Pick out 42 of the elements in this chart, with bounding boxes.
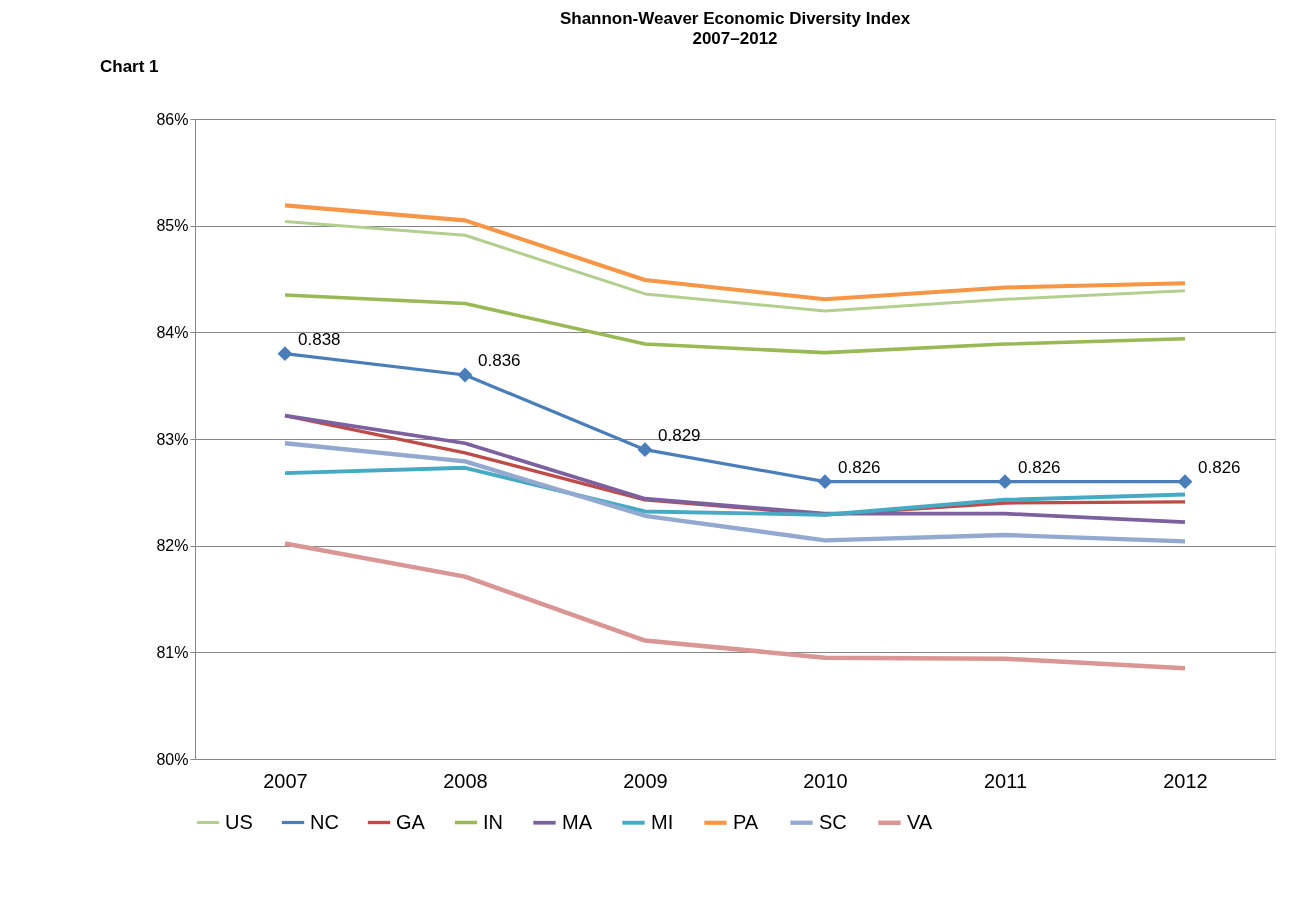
data-label: 0.836 — [478, 351, 521, 370]
y-tick-label: 85% — [156, 217, 189, 235]
point — [997, 474, 1013, 490]
data-label: 0.829 — [658, 425, 701, 445]
chart-title: Shannon-Weaver Economic Diversity Index — [559, 9, 911, 28]
x-tick-label: 2011 — [983, 769, 1028, 792]
legend-label: US — [225, 810, 253, 833]
data-label: 0.838 — [298, 329, 341, 349]
line-series — [283, 219, 1187, 313]
y-tick-label: 82% — [156, 537, 189, 555]
line-series — [282, 441, 1188, 544]
y-tick-label: 84% — [156, 323, 189, 341]
legend-label: PA — [733, 810, 759, 833]
y-tick-label: 80% — [156, 750, 189, 768]
y-tick-label: 81% — [156, 643, 189, 661]
point — [817, 474, 833, 490]
point — [637, 442, 653, 458]
data-label: 0.826 — [1018, 457, 1061, 477]
x-tick-label: 2007 — [263, 769, 308, 792]
legend-label: VA — [907, 810, 933, 833]
y-tick-label: 86% — [156, 110, 189, 128]
legend-label: MI — [651, 810, 674, 833]
point — [1177, 474, 1193, 490]
point — [277, 346, 293, 362]
legend-label: NC — [310, 810, 339, 833]
legend-label: SC — [819, 810, 847, 833]
x-tick-label: 2008 — [443, 769, 488, 792]
line-series — [282, 203, 1188, 302]
x-tick-label: 2009 — [623, 769, 668, 792]
line-series — [282, 541, 1188, 671]
x-tick-label: 2012 — [1163, 769, 1208, 792]
legend-label: GA — [396, 810, 426, 833]
chart-subtitle: 2007–2012 — [692, 29, 778, 48]
data-label: 0.826 — [1198, 457, 1241, 477]
x-tick-label: 2010 — [803, 769, 848, 792]
legend-label: MA — [562, 810, 593, 833]
legend-label: IN — [483, 810, 503, 833]
caption: Chart 1 — [100, 57, 159, 76]
y-tick-label: 83% — [156, 430, 189, 448]
data-label: 0.826 — [838, 457, 881, 477]
point — [457, 367, 473, 383]
line-series — [283, 293, 1187, 355]
